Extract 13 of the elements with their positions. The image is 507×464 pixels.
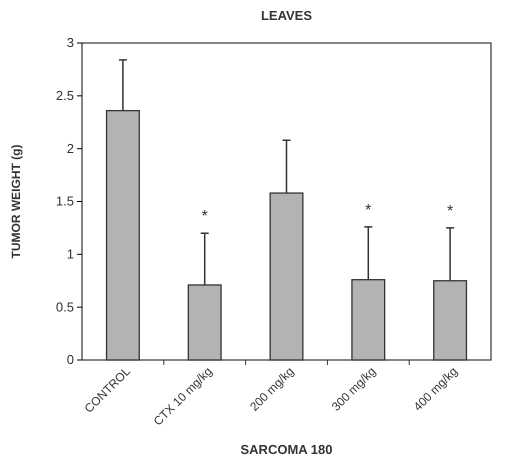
y-tick-label: 1 — [66, 246, 74, 262]
y-tick-label: 2.5 — [56, 88, 74, 103]
y-axis-title: TUMOR WEIGHT (g) — [9, 144, 23, 258]
y-tick-label: 0 — [66, 352, 74, 368]
chart-title: LEAVES — [260, 8, 312, 23]
y-tick-label: 0.5 — [56, 299, 74, 314]
annotation: * — [365, 202, 372, 219]
y-tick-label: 3 — [66, 35, 74, 50]
y-tick-label: 2 — [66, 140, 74, 156]
annotation: * — [202, 208, 208, 226]
y-tick-label: 1.5 — [56, 194, 74, 209]
x-axis-title: SARCOMA 180 — [240, 442, 332, 457]
annotation: * — [446, 202, 454, 220]
